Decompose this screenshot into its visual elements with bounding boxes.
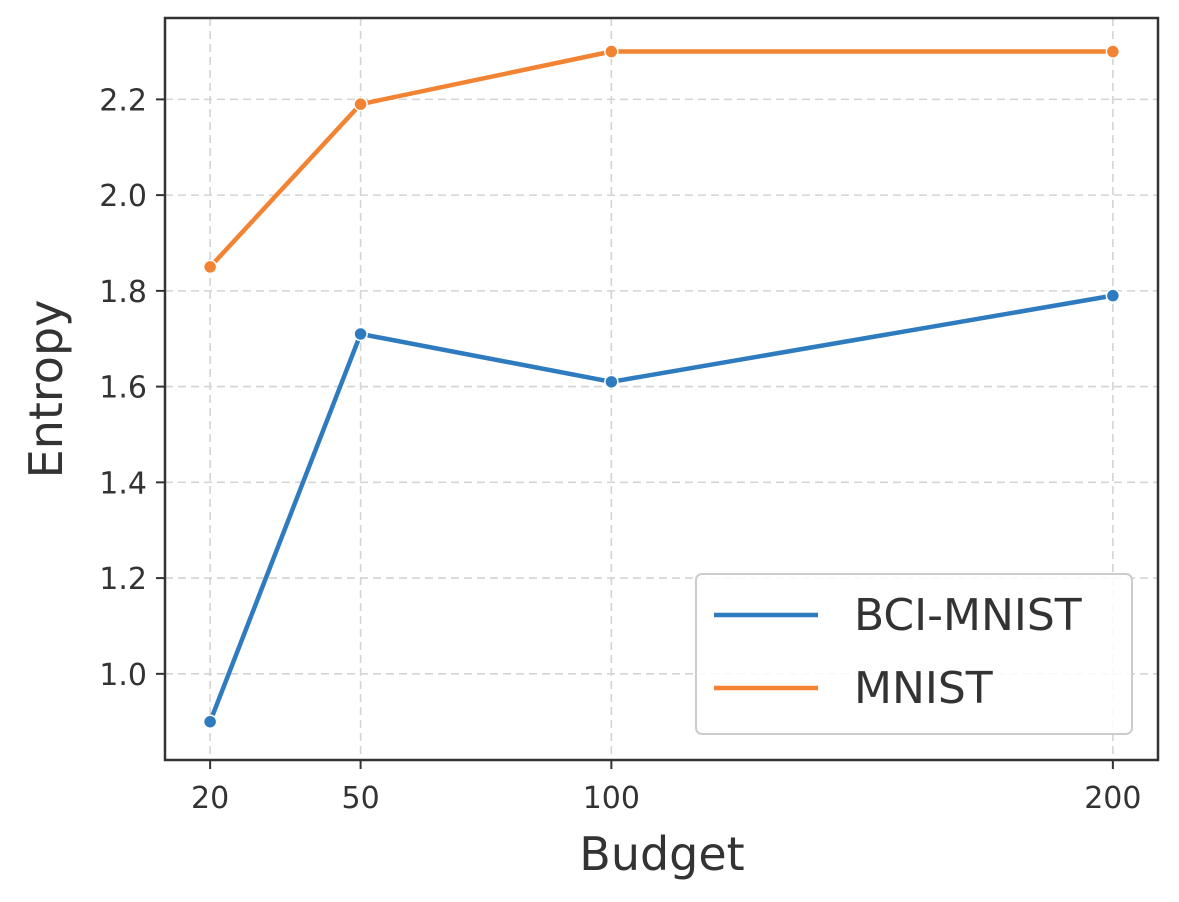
data-point-mnist (604, 44, 619, 59)
x-tick-label: 200 (1084, 781, 1141, 816)
y-axis: 1.0 1.2 1.4 1.6 1.8 2.0 2.2 (99, 83, 165, 693)
y-tick-label: 2.0 (99, 179, 147, 214)
x-axis: 20 50 100 200 (191, 760, 1141, 816)
data-point-mnist (1105, 44, 1121, 59)
y-axis-title: Entropy (19, 300, 73, 479)
legend-label-mnist: MNIST (854, 663, 993, 714)
y-tick-label: 1.0 (99, 658, 147, 693)
data-point-mnist (202, 259, 218, 275)
x-tick-label: 20 (191, 781, 229, 816)
y-tick-label: 1.6 (99, 371, 147, 406)
y-tick-label: 2.2 (99, 83, 147, 118)
grid (165, 18, 1158, 760)
data-point-bci-mnist (353, 326, 368, 342)
data-point-bci-mnist (202, 714, 218, 729)
x-axis-title: Budget (579, 827, 744, 881)
data-point-bci-mnist (1105, 288, 1121, 303)
series-group (202, 44, 1121, 729)
legend-label-bci-mnist: BCI-MNIST (854, 590, 1082, 641)
series-line-bci-mnist (207, 293, 1116, 724)
legend: BCI-MNIST MNIST (695, 573, 1133, 735)
data-point-bci-mnist (604, 374, 619, 390)
y-tick-label: 1.2 (99, 562, 147, 597)
series-line-mnist (207, 49, 1116, 270)
plot-frame (163, 16, 1160, 762)
x-tick-label: 100 (583, 781, 640, 816)
data-point-mnist (353, 96, 368, 112)
y-tick-label: 1.8 (99, 275, 147, 310)
x-tick-label: 50 (341, 781, 379, 816)
y-tick-label: 1.4 (99, 466, 147, 501)
